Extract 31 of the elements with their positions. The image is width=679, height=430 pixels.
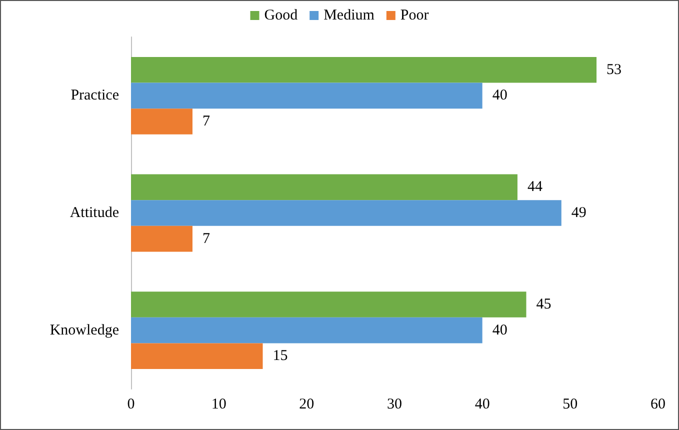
- data-label: 44: [527, 179, 543, 196]
- legend-label: Poor: [400, 8, 429, 24]
- bar: [131, 174, 518, 200]
- x-tick-label: 10: [211, 396, 226, 412]
- y-tick-label: Practice: [70, 88, 120, 104]
- x-tick-label: 0: [127, 396, 135, 412]
- bar: [131, 292, 526, 318]
- x-tick-label: 20: [299, 396, 314, 412]
- data-label: 53: [606, 62, 622, 78]
- x-tick-label: 30: [387, 396, 402, 412]
- bar: [131, 108, 192, 134]
- bar: [131, 200, 562, 226]
- bar: [131, 82, 482, 109]
- bar: [131, 56, 597, 83]
- x-tick-label: 60: [650, 396, 666, 412]
- data-label: 40: [492, 322, 508, 338]
- x-tick-label: 40: [474, 396, 490, 412]
- legend-label: Medium: [324, 8, 375, 24]
- data-label: 40: [492, 88, 508, 104]
- x-tick-label: 50: [562, 396, 578, 412]
- y-tick-label: Attitude: [70, 205, 120, 221]
- bar: [131, 226, 192, 252]
- data-label: 7: [202, 230, 210, 247]
- data-label: 45: [536, 296, 552, 313]
- y-tick-label: Knowledge: [50, 322, 120, 338]
- data-label: 15: [272, 348, 288, 364]
- bar: [131, 317, 482, 344]
- data-label: 49: [571, 205, 586, 221]
- legend-label: Good: [264, 8, 298, 24]
- bar: [131, 343, 263, 370]
- data-label: 7: [202, 113, 210, 130]
